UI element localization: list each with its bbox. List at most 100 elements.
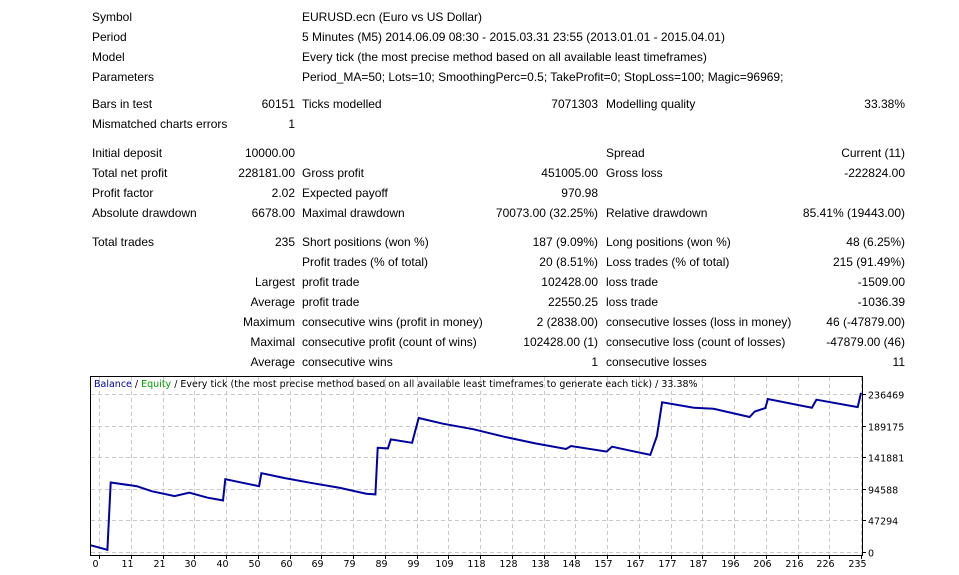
header-value: EURUSD.ecn (Euro vs US Dollar): [302, 10, 483, 24]
stat-label: Expected payoff: [302, 186, 388, 200]
stat-value: -1036.39: [857, 295, 905, 309]
stat-label: Absolute drawdown: [92, 206, 197, 220]
stat-label: Bars in test: [92, 97, 153, 111]
stat-value: 2.02: [271, 186, 295, 200]
chart-legend: Balance / Equity / Every tick (the most …: [94, 379, 698, 390]
x-tick-label: 196: [721, 559, 739, 570]
legend-equity: Equity: [141, 379, 171, 390]
stat-label: Modelling quality: [606, 97, 696, 111]
stat-value: 85.41% (19443.00): [802, 206, 905, 220]
stat-label: profit trade: [302, 275, 360, 289]
x-tick-label: 235: [848, 559, 866, 570]
stat-value: 48 (6.25%): [846, 235, 905, 249]
stats-row: Mismatched charts errors 1: [0, 116, 959, 132]
x-tick-label: 79: [343, 559, 355, 570]
stat-value: 2 (2838.00): [536, 315, 598, 329]
x-tick-label: 99: [407, 559, 419, 570]
x-tick-label: 138: [531, 559, 549, 570]
stat-label: Gross loss: [606, 166, 663, 180]
stat-value: Largest: [254, 275, 295, 289]
stat-label: Total net profit: [92, 166, 168, 180]
chart-grid: [91, 377, 862, 555]
x-tick-label: 187: [689, 559, 707, 570]
stat-value: 1: [591, 355, 598, 369]
x-tick-label: 60: [280, 559, 292, 570]
stats-row: Initial deposit 10000.00 Spread Current (11…: [0, 145, 959, 161]
stat-label: profit trade: [302, 295, 360, 309]
stats-row: Profit factor 2.02 Expected payoff 970.98: [0, 185, 959, 201]
stat-value: 1: [288, 117, 295, 131]
legend-description: / Every tick (the most precise method ba…: [171, 379, 697, 390]
y-tick-label: 236469: [868, 391, 904, 402]
header-label: Parameters: [92, 70, 155, 84]
stat-value: 451005.00: [541, 166, 598, 180]
stat-value: 10000.00: [244, 146, 295, 160]
stat-value: Current (11): [841, 146, 905, 160]
stat-label: consecutive loss (count of losses): [606, 335, 786, 349]
stats-row: Absolute drawdown 6678.00 Maximal drawdown…: [0, 205, 959, 221]
stat-label: Long positions (won %): [606, 235, 731, 249]
stat-value: 22550.25: [547, 295, 598, 309]
stat-value: 70073.00 (32.25%): [495, 206, 598, 220]
stats-row: Average profit trade 22550.25 loss trade -10…: [0, 294, 959, 310]
stat-value: 46 (-47879.00): [826, 315, 905, 329]
header-label: Model: [92, 50, 125, 64]
y-tick-label: 141881: [868, 454, 904, 465]
stat-label: Short positions (won %): [302, 235, 429, 249]
stat-value: 60151: [261, 97, 295, 111]
stats-row: Maximum consecutive wins (profit in money…: [0, 314, 959, 330]
x-tick-label: 177: [658, 559, 676, 570]
stat-label: consecutive losses: [606, 355, 707, 369]
stat-value: Average: [250, 355, 295, 369]
stat-label: Profit factor: [92, 186, 154, 200]
x-tick-label: 11: [121, 559, 133, 570]
x-tick-label: 157: [594, 559, 612, 570]
stat-label: consecutive profit (count of wins): [302, 335, 477, 349]
stat-value: -47879.00 (46): [826, 335, 905, 349]
header-row: Parameters Period_MA=50; Lots=10; Smoothi…: [0, 69, 959, 85]
legend-separator: /: [132, 379, 141, 390]
stat-value: Average: [250, 295, 295, 309]
x-tick-label: 128: [499, 559, 517, 570]
stat-value: 970.98: [561, 186, 598, 200]
stat-label: Total trades: [92, 235, 155, 249]
x-tick-label: 118: [467, 559, 485, 570]
y-tick-label: 47294: [868, 517, 898, 528]
stat-value: 102428.00 (1): [523, 335, 598, 349]
stats-row: Maximal consecutive profit (count of wins…: [0, 334, 959, 350]
stat-value: Maximal: [250, 335, 295, 349]
stat-label: Loss trades (% of total): [606, 255, 730, 269]
stats-row: Average consecutive wins 1 consecutive loss…: [0, 354, 959, 370]
stats-row: Total trades 235 Short positions (won %) 18…: [0, 234, 959, 250]
stat-value: 228181.00: [238, 166, 295, 180]
stat-label: consecutive losses (loss in money): [606, 315, 792, 329]
x-tick-label: 226: [816, 559, 834, 570]
stat-label: loss trade: [606, 275, 659, 289]
x-tick-label: 69: [311, 559, 323, 570]
stat-value: 235: [274, 235, 295, 249]
header-value: Period_MA=50; Lots=10; SmoothingPerc=0.5…: [302, 70, 784, 84]
stat-value: 215 (91.49%): [832, 255, 905, 269]
y-tick-label: 189175: [868, 423, 904, 434]
stat-value: 102428.00: [541, 275, 598, 289]
x-tick-label: 40: [216, 559, 228, 570]
chart-axes: 0 47294 94588 141881 189175 236469 0 11 21 30 40 50…: [92, 391, 904, 571]
stat-value: 11: [892, 355, 905, 369]
y-tick-label: 94588: [868, 486, 898, 497]
stat-value: 20 (8.51%): [539, 255, 598, 269]
stats-row: Total net profit 228181.00 Gross profit 451…: [0, 165, 959, 181]
y-tick-label: 0: [868, 549, 874, 560]
stat-value: 6678.00: [251, 206, 295, 220]
x-tick-label: 148: [562, 559, 580, 570]
x-tick-label: 167: [626, 559, 644, 570]
stat-label: Initial deposit: [92, 146, 163, 160]
x-tick-label: 0: [92, 559, 98, 570]
stats-row: Profit trades (% of total) 20 (8.51%) Loss…: [0, 254, 959, 270]
stat-value: Maximum: [242, 315, 295, 329]
stat-value: -222824.00: [844, 166, 905, 180]
stat-value: 33.38%: [864, 97, 905, 111]
stat-label: consecutive wins (profit in money): [302, 315, 483, 329]
chart-frame: [90, 376, 863, 556]
stat-label: Maximal drawdown: [302, 206, 405, 220]
